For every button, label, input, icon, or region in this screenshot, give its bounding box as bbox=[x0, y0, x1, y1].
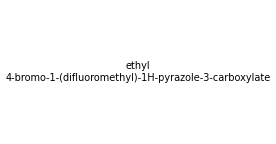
Text: ethyl 4-bromo-1-(difluoromethyl)-1H-pyrazole-3-carboxylate: ethyl 4-bromo-1-(difluoromethyl)-1H-pyra… bbox=[5, 61, 271, 83]
